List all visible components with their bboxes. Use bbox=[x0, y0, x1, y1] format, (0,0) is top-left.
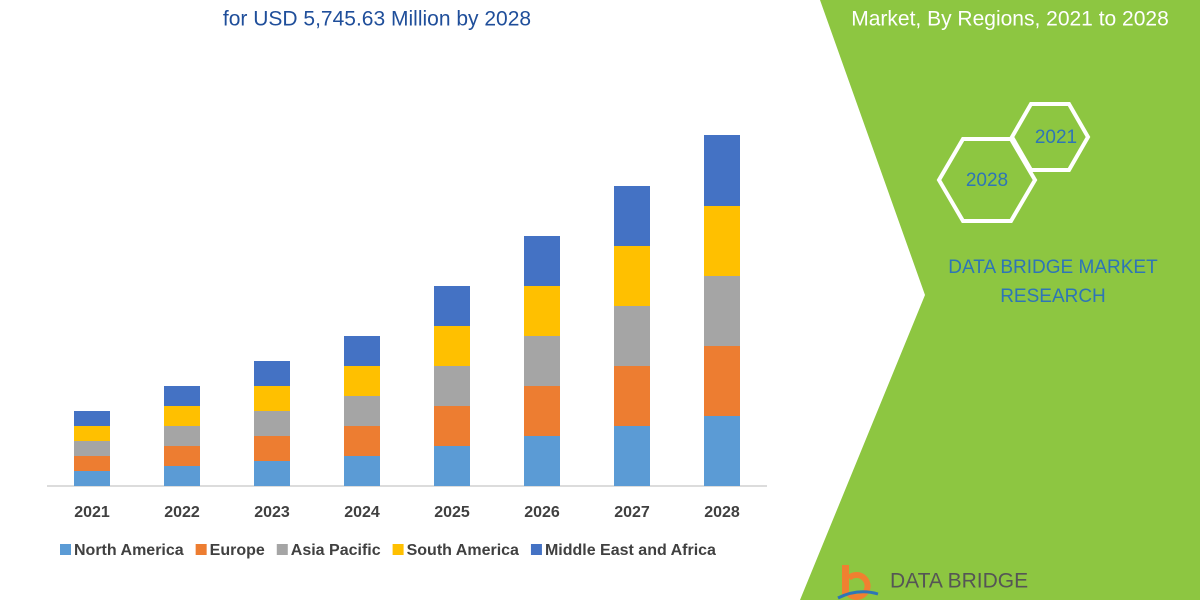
legend-swatch bbox=[392, 544, 404, 555]
legend-swatch bbox=[276, 544, 288, 555]
bar-segment bbox=[74, 426, 110, 441]
bar-segment bbox=[524, 336, 560, 386]
panel-subtitle: Market, By Regions, 2021 to 2028 bbox=[851, 8, 1169, 31]
bar-segment bbox=[344, 426, 380, 456]
bar-segment bbox=[254, 436, 290, 461]
hexagon bbox=[936, 137, 1038, 223]
legend-label: Europe bbox=[210, 542, 265, 559]
bar-segment bbox=[434, 366, 470, 406]
x-tick-label: 2023 bbox=[254, 504, 290, 521]
bar-segment bbox=[434, 446, 470, 486]
bar-segment bbox=[344, 366, 380, 396]
bar-segment bbox=[614, 306, 650, 366]
legend-swatch bbox=[530, 544, 542, 555]
bar-segment bbox=[524, 286, 560, 336]
x-tick-label: 2024 bbox=[344, 504, 380, 521]
bar-segment bbox=[524, 386, 560, 436]
side-panel bbox=[800, 0, 1200, 600]
hexagon-label: 2021 bbox=[1035, 127, 1077, 148]
x-tick-label: 2026 bbox=[524, 504, 560, 521]
bar-segment bbox=[704, 135, 740, 206]
legend-label: North America bbox=[74, 542, 184, 559]
bar-segment bbox=[344, 336, 380, 366]
bar-segment bbox=[704, 206, 740, 276]
bar-segment bbox=[74, 456, 110, 471]
bar-segment bbox=[74, 411, 110, 426]
legend-label: South America bbox=[407, 542, 519, 559]
bar-segment bbox=[614, 426, 650, 486]
bar-segment bbox=[614, 186, 650, 246]
brand-text: RESEARCH bbox=[1000, 286, 1106, 307]
bar-segment bbox=[344, 456, 380, 486]
logo-text: DATA BRIDGE bbox=[890, 570, 1028, 593]
brand-text: DATA BRIDGE MARKET bbox=[948, 257, 1158, 278]
x-tick-label: 2022 bbox=[164, 504, 200, 521]
bar-segment bbox=[164, 466, 200, 486]
bar-segment bbox=[524, 236, 560, 286]
bar-segment bbox=[164, 446, 200, 466]
x-tick-label: 2027 bbox=[614, 504, 650, 521]
hexagon-label: 2028 bbox=[966, 170, 1008, 191]
bar-segment bbox=[704, 416, 740, 486]
bar-segment bbox=[164, 406, 200, 426]
bar-segment bbox=[344, 396, 380, 426]
x-tick-label: 2028 bbox=[704, 504, 740, 521]
bar-segment bbox=[434, 406, 470, 446]
x-tick-label: 2025 bbox=[434, 504, 470, 521]
bar-segment bbox=[164, 426, 200, 446]
x-tick-label: 2021 bbox=[74, 504, 110, 521]
legend-label: Middle East and Africa bbox=[545, 542, 716, 559]
legend-label: Asia Pacific bbox=[291, 542, 381, 559]
bar-segment bbox=[614, 246, 650, 306]
bar-segment bbox=[254, 361, 290, 386]
bar-segment bbox=[254, 386, 290, 411]
legend-swatch bbox=[195, 544, 207, 555]
bar-segment bbox=[74, 441, 110, 456]
bar-segment bbox=[164, 386, 200, 406]
legend-swatch bbox=[60, 544, 71, 555]
bar-segment bbox=[614, 366, 650, 426]
bar-segment bbox=[74, 471, 110, 486]
bar-segment bbox=[524, 436, 560, 486]
bar-segment bbox=[704, 346, 740, 416]
chart-title: for USD 5,745.63 Million by 2028 bbox=[223, 8, 531, 31]
bar-segment bbox=[434, 326, 470, 366]
logo-icon bbox=[837, 565, 879, 600]
bar-segment bbox=[434, 286, 470, 326]
bar-segment bbox=[254, 461, 290, 486]
bar-segment bbox=[254, 411, 290, 436]
bar-segment bbox=[704, 276, 740, 346]
